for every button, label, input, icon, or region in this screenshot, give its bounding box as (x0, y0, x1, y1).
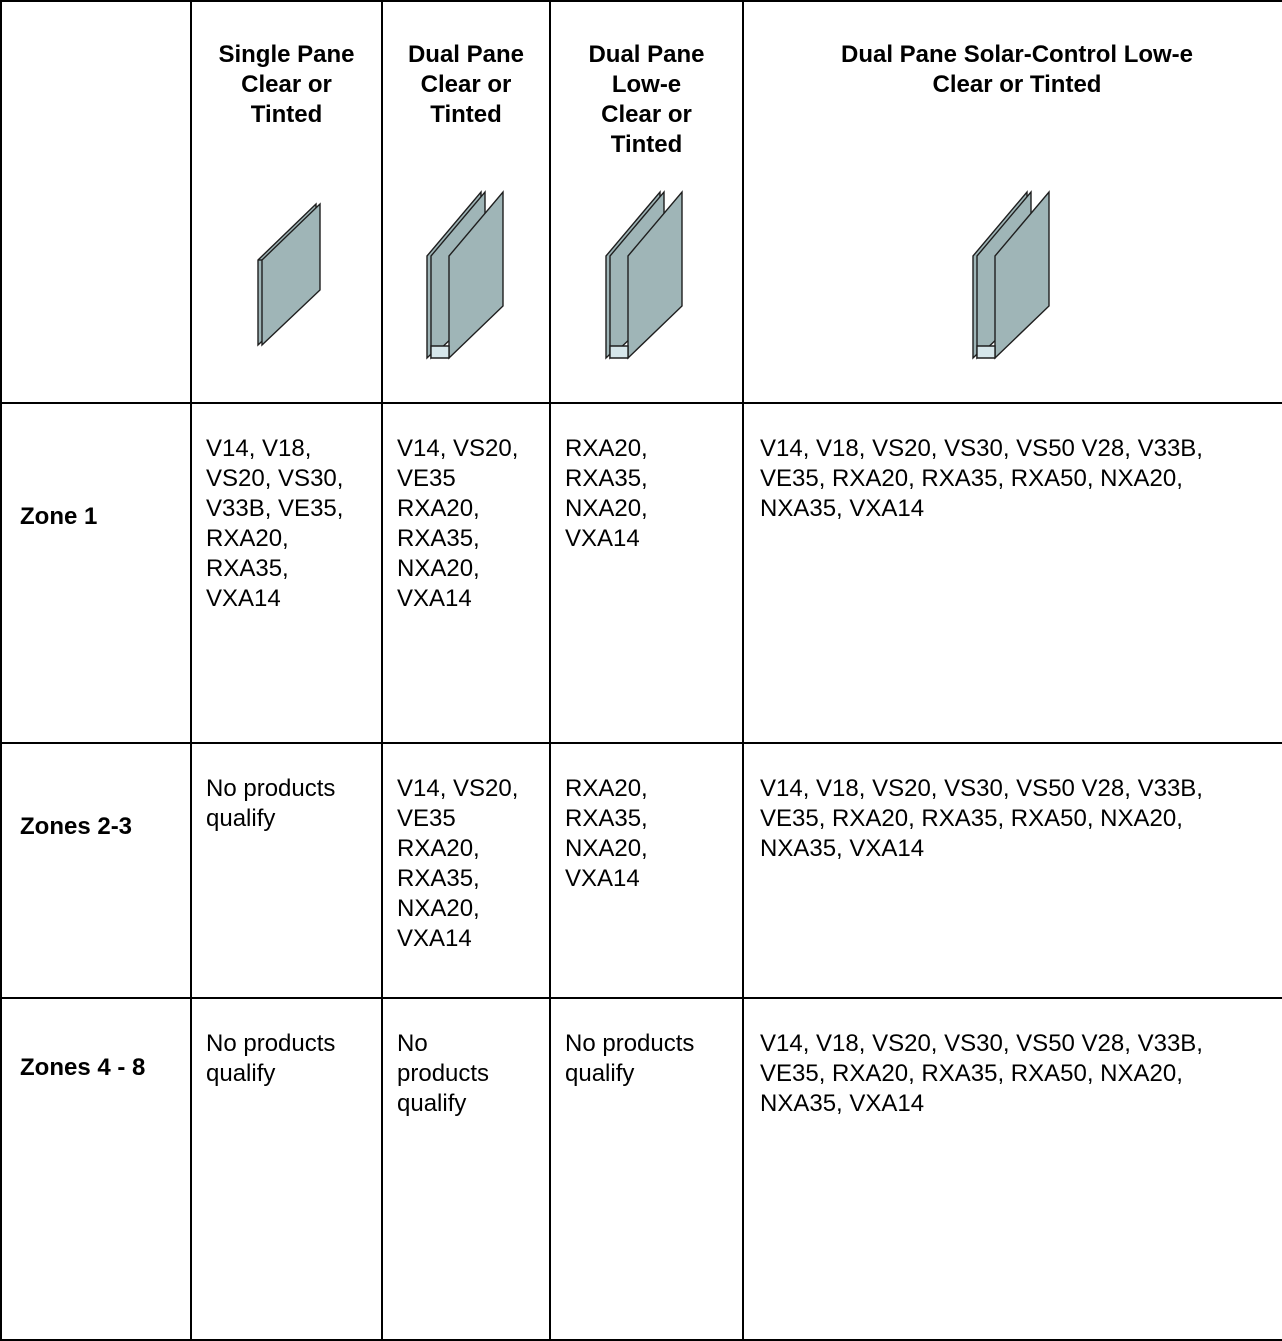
products-single-pane: V14, V18, VS20, VS30, V33B, VE35, RXA20,… (190, 402, 383, 744)
zone-label: Zone 1 (20, 503, 98, 530)
product-list: V14, V18, VS20, VS30, V33B, VE35, RXA20,… (206, 435, 344, 612)
product-list: No products qualify (206, 1030, 336, 1087)
products-single-pane: No products qualify (190, 742, 383, 999)
column-title-dual-pane: Dual Pane Clear or Tinted (407, 41, 525, 128)
column-title-single-pane: Single Pane Clear or Tinted (218, 41, 355, 128)
product-list: V14, V18, VS20, VS30, VS50 V28, V33B, VE… (760, 775, 1203, 862)
product-list: V14, VS20, VE35 RXA20, RXA35, NXA20, VXA… (397, 435, 519, 612)
zone-label: Zones 2-3 (20, 813, 133, 840)
dual-pane-glass-icon (426, 190, 504, 360)
product-list: No products qualify (565, 1030, 695, 1087)
zone-cell: Zone 1 (0, 402, 192, 744)
header-row: Single Pane Clear or Tinted Dual Pane Cl… (0, 0, 1282, 404)
single-pane-glass-icon (257, 202, 321, 347)
table-row: Zones 2-3 No products qualify V14, VS20,… (0, 742, 1282, 999)
product-list: No products qualify (206, 775, 336, 832)
header-dual-pane-clear: Dual Pane Clear or Tinted (381, 0, 551, 404)
header-dual-pane-lowe: Dual Pane Low-e Clear or Tinted (549, 0, 744, 404)
table-row: Zones 4 - 8 No products qualify No produ… (0, 997, 1282, 1341)
zone-cell: Zones 2-3 (0, 742, 192, 999)
product-list: V14, VS20, VE35 RXA20, RXA35, NXA20, VXA… (397, 775, 519, 952)
products-dual-pane-lowe: RXA20, RXA35, NXA20, VXA14 (549, 742, 744, 999)
zone-label: Zones 4 - 8 (20, 1054, 146, 1081)
dual-pane-glass-icon (605, 190, 683, 360)
header-single-pane-clear: Single Pane Clear or Tinted (190, 0, 383, 404)
products-single-pane: No products qualify (190, 997, 383, 1341)
product-list: RXA20, RXA35, NXA20, VXA14 (565, 775, 648, 892)
products-dual-pane-lowe: RXA20, RXA35, NXA20, VXA14 (549, 402, 744, 744)
products-dual-pane: No products qualify (381, 997, 551, 1341)
corner-header (3, 3, 189, 40)
products-dual-pane-solar: V14, V18, VS20, VS30, VS50 V28, V33B, VE… (742, 997, 1282, 1341)
products-dual-pane-solar: V14, V18, VS20, VS30, VS50 V28, V33B, VE… (742, 742, 1282, 999)
product-list: RXA20, RXA35, NXA20, VXA14 (565, 435, 648, 552)
dual-pane-glass-icon (972, 190, 1050, 360)
products-dual-pane: V14, VS20, VE35 RXA20, RXA35, NXA20, VXA… (381, 742, 551, 999)
column-title-dual-pane-lowe: Dual Pane Low-e Clear or Tinted (588, 41, 705, 158)
products-dual-pane-lowe: No products qualify (549, 997, 744, 1341)
table-row: Zone 1 V14, V18, VS20, VS30, V33B, VE35,… (0, 402, 1282, 744)
corner-cell (0, 0, 192, 404)
product-list: V14, V18, VS20, VS30, VS50 V28, V33B, VE… (760, 1030, 1203, 1117)
products-dual-pane-solar: V14, V18, VS20, VS30, VS50 V28, V33B, VE… (742, 402, 1282, 744)
header-dual-pane-solar-control: Dual Pane Solar-Control Low-e Clear or T… (742, 0, 1282, 404)
column-title-dual-pane-solar: Dual Pane Solar-Control Low-e Clear or T… (840, 41, 1194, 98)
products-dual-pane: V14, VS20, VE35 RXA20, RXA35, NXA20, VXA… (381, 402, 551, 744)
zone-cell: Zones 4 - 8 (0, 997, 192, 1341)
product-list: V14, V18, VS20, VS30, VS50 V28, V33B, VE… (760, 435, 1203, 522)
product-list: No products qualify (397, 1030, 490, 1117)
